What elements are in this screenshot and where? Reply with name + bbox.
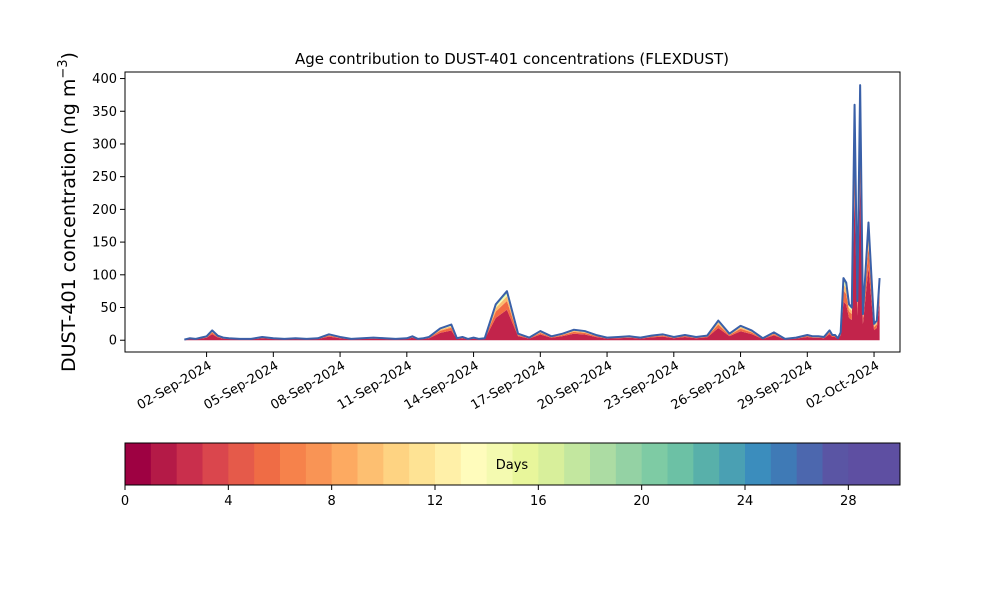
colorbar-tick-label: 24 xyxy=(737,494,754,509)
y-tick-label: 200 xyxy=(92,203,117,218)
colorbar-segment xyxy=(176,443,203,485)
colorbar-segment xyxy=(409,443,436,485)
colorbar-tick-label: 8 xyxy=(328,494,336,509)
colorbar-segment xyxy=(822,443,849,485)
age-layer-4 xyxy=(184,91,880,340)
y-tick-label: 100 xyxy=(92,268,117,283)
age-layer-5 xyxy=(184,85,880,340)
age-layer-2 xyxy=(184,110,880,340)
colorbar-segment xyxy=(254,443,281,485)
colorbar-segment xyxy=(228,443,255,485)
age-layer-3 xyxy=(184,97,880,340)
colorbar-segment xyxy=(719,443,746,485)
colorbar-tick-label: 16 xyxy=(530,494,547,509)
colorbar-segment xyxy=(745,443,772,485)
colorbar-tick-label: 28 xyxy=(840,494,857,509)
y-tick-label: 150 xyxy=(92,236,117,251)
y-axis: 0 50 100 150 200 250 300 350 400 xyxy=(92,72,125,349)
colorbar-tick-label: 0 xyxy=(121,494,129,509)
colorbar-tick-label: 20 xyxy=(633,494,650,509)
x-tick-label: 02-Sep-2024 xyxy=(135,358,215,413)
colorbar-segment xyxy=(641,443,668,485)
chart-title: Age contribution to DUST-401 concentrati… xyxy=(295,50,729,68)
y-tick-label: 50 xyxy=(100,301,117,316)
colorbar-segment xyxy=(486,443,513,485)
x-tick-label: 17-Sep-2024 xyxy=(468,358,548,413)
x-tick-label: 11-Sep-2024 xyxy=(335,358,415,413)
colorbar-segment xyxy=(202,443,229,485)
y-tick-label: 0 xyxy=(109,334,117,349)
colorbar-segment xyxy=(590,443,617,485)
colorbar-segment xyxy=(435,443,462,485)
colorbar-segment xyxy=(357,443,384,485)
colorbar-segment xyxy=(512,443,539,485)
colorbar-segment xyxy=(615,443,643,485)
x-tick-label: 02-Oct-2024 xyxy=(804,358,882,412)
plot-frame xyxy=(124,71,901,353)
colorbar-segment xyxy=(460,443,488,485)
colorbar-frame xyxy=(124,442,901,486)
colorbar-segment xyxy=(770,443,798,485)
plot-area xyxy=(184,84,881,341)
colorbar-segment xyxy=(125,443,152,485)
colorbar-segment xyxy=(667,443,694,485)
colorbar-tick-label: 12 xyxy=(427,494,444,509)
x-axis: 02-Sep-202405-Sep-202408-Sep-202411-Sep-… xyxy=(135,352,882,413)
colorbar-label: Days xyxy=(496,458,529,473)
colorbar-tick-label: 4 xyxy=(224,494,232,509)
colorbar-segment xyxy=(693,443,720,485)
y-axis-title-close: ) xyxy=(58,52,80,59)
colorbar-ticks: 0 4 8 12 16 20 24 28 xyxy=(121,485,857,509)
y-tick-label: 250 xyxy=(92,170,117,185)
colorbar xyxy=(125,443,901,485)
y-axis-title-main: DUST-401 concentration (ng m xyxy=(58,79,80,372)
x-tick-label: 20-Sep-2024 xyxy=(535,358,615,413)
y-axis-title: DUST-401 concentration (ng m−3) xyxy=(56,52,80,372)
y-tick-label: 350 xyxy=(92,105,117,120)
x-tick-label: 05-Sep-2024 xyxy=(201,358,281,413)
x-tick-label: 26-Sep-2024 xyxy=(669,358,749,413)
colorbar-segment xyxy=(874,443,901,485)
x-tick-label: 29-Sep-2024 xyxy=(735,358,815,413)
colorbar-segment xyxy=(796,443,823,485)
colorbar-segment xyxy=(383,443,410,485)
colorbar-segment xyxy=(538,443,565,485)
x-tick-label: 08-Sep-2024 xyxy=(268,358,348,413)
total-concentration-line xyxy=(184,84,881,341)
y-tick-label: 400 xyxy=(92,72,117,87)
colorbar-segment xyxy=(848,443,875,485)
colorbar-segment xyxy=(564,443,591,485)
y-axis-title-sup: −3 xyxy=(56,59,71,78)
y-tick-label: 300 xyxy=(92,137,117,152)
age-layer-0 xyxy=(184,182,880,341)
age-layer-1 xyxy=(184,136,880,340)
colorbar-segment xyxy=(280,443,307,485)
x-tick-label: 23-Sep-2024 xyxy=(602,358,682,413)
x-tick-label: 14-Sep-2024 xyxy=(402,358,482,413)
colorbar-segment xyxy=(150,443,178,485)
colorbar-segment xyxy=(331,443,358,485)
colorbar-segment xyxy=(305,443,333,485)
